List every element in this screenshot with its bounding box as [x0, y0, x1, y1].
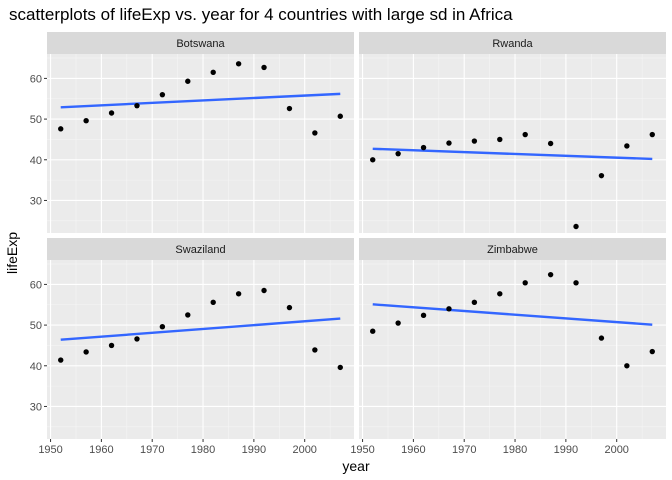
- y-tick-label: 40: [30, 361, 42, 373]
- trend-line: [372, 303, 653, 326]
- trend-line: [372, 147, 653, 161]
- data-point: [134, 102, 140, 109]
- data-point: [58, 126, 64, 132]
- data-point: [159, 91, 166, 98]
- data-point: [159, 324, 166, 330]
- data-point: [286, 105, 293, 112]
- x-tick-label: 1970: [140, 444, 164, 456]
- x-tick-label: 1980: [191, 444, 215, 456]
- x-tick-label: 1960: [89, 444, 113, 456]
- data-point: [649, 348, 655, 355]
- facet-strip-label: Zimbabwe: [487, 244, 538, 256]
- panel-background: [47, 260, 354, 439]
- panel-background: [47, 54, 354, 233]
- data-point: [649, 131, 655, 138]
- panel-background: [359, 260, 666, 439]
- data-point: [522, 131, 528, 138]
- chart-title: scatterplots of lifeExp vs. year for 4 c…: [9, 5, 513, 24]
- data-point: [312, 347, 318, 353]
- x-tick-label: 1950: [350, 444, 374, 456]
- data-point: [83, 349, 89, 355]
- data-point: [83, 118, 89, 124]
- data-point: [420, 312, 427, 319]
- data-point: [497, 291, 503, 297]
- data-point: [446, 306, 452, 312]
- data-point: [395, 150, 401, 157]
- facet-rwanda: Rwanda: [359, 32, 666, 233]
- data-point: [261, 287, 267, 294]
- facet-zimbabwe: Zimbabwe: [359, 238, 666, 439]
- data-point: [598, 335, 605, 341]
- facet-strip: [359, 238, 666, 260]
- data-point: [471, 299, 478, 306]
- data-point: [134, 336, 140, 342]
- x-tick-label: 1950: [38, 444, 62, 456]
- y-axis-title: lifeExp: [4, 232, 20, 274]
- y-tick-label: 60: [30, 73, 42, 85]
- data-point: [235, 61, 242, 67]
- data-point: [210, 299, 216, 306]
- data-point: [420, 144, 427, 151]
- data-point: [185, 312, 191, 318]
- y-tick-label: 30: [30, 195, 42, 207]
- x-tick-label: 2000: [604, 444, 628, 456]
- data-point: [261, 64, 267, 71]
- data-point: [58, 357, 64, 363]
- y-tick-label: 50: [30, 320, 42, 332]
- data-point: [235, 291, 242, 297]
- data-point: [370, 328, 376, 334]
- trend-line: [60, 317, 341, 341]
- x-tick-label: 2000: [292, 444, 316, 456]
- data-point: [446, 140, 452, 146]
- data-point: [108, 342, 115, 349]
- data-point: [312, 130, 318, 136]
- data-point: [337, 364, 343, 371]
- data-point: [337, 113, 343, 119]
- x-tick-label: 1980: [503, 444, 527, 456]
- data-point: [624, 143, 630, 149]
- data-point: [471, 138, 478, 144]
- facet-swaziland: Swaziland: [47, 238, 354, 439]
- data-point: [370, 157, 376, 163]
- x-tick-label: 1990: [554, 444, 578, 456]
- x-tick-label: 1990: [242, 444, 266, 456]
- facet-strip-label: Swaziland: [175, 244, 225, 256]
- data-point: [395, 320, 401, 326]
- x-tick-label: 1970: [452, 444, 476, 456]
- data-point: [573, 280, 579, 286]
- trend-line: [60, 92, 341, 109]
- x-axis: 1950 1960 1970 1980 1990 2000 1950 1960 1970 1980…: [38, 439, 629, 456]
- data-point: [108, 110, 115, 116]
- y-tick-label: 30: [30, 401, 42, 413]
- data-point: [547, 140, 554, 147]
- x-axis-title: year: [342, 458, 370, 474]
- facet-strip: [47, 238, 354, 260]
- data-point: [286, 304, 293, 311]
- y-tick-label: 40: [30, 155, 42, 167]
- facet-strip-label: Rwanda: [492, 38, 533, 50]
- data-point: [573, 223, 579, 230]
- y-tick-label: 50: [30, 114, 42, 126]
- data-point: [598, 172, 605, 179]
- data-point: [624, 363, 630, 369]
- facet-strip: [359, 32, 666, 54]
- facet-strip-label: Botswana: [176, 38, 225, 50]
- panel-background: [359, 54, 666, 233]
- data-point: [185, 78, 191, 84]
- data-point: [210, 69, 216, 76]
- x-tick-label: 1960: [401, 444, 425, 456]
- data-point: [497, 136, 503, 143]
- data-point: [522, 280, 528, 286]
- data-point: [547, 271, 554, 278]
- facet-botswana: Botswana: [47, 32, 354, 233]
- y-tick-label: 60: [30, 279, 42, 291]
- facet-panels: Botswana Rwanda Swaziland Zimbabwe: [47, 32, 666, 439]
- facet-strip: [47, 32, 354, 54]
- y-axis: 30 40 50 60 30 40 50 60: [30, 73, 47, 413]
